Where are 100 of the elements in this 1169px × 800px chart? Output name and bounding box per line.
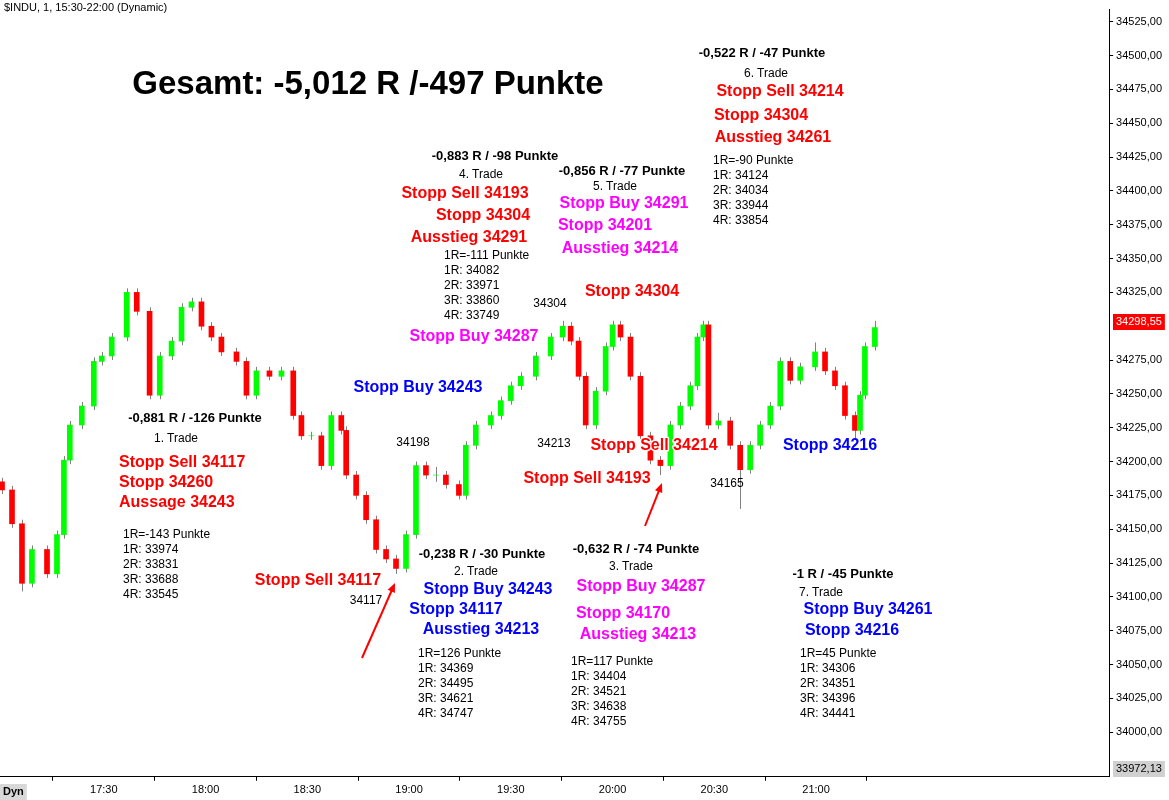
y-tick-label: 34475,00 bbox=[1116, 82, 1163, 95]
annotation: Stopp 34216 bbox=[782, 436, 878, 454]
candlestick bbox=[677, 401, 684, 430]
candlestick bbox=[822, 347, 828, 376]
y-tick-label: 34450,00 bbox=[1116, 116, 1163, 129]
y-tick-label: 34100,00 bbox=[1116, 589, 1163, 602]
annotation: Stopp Buy 34287 bbox=[409, 327, 539, 345]
annotation: 34198 bbox=[396, 435, 431, 450]
annotation: -0,856 R / -77 Punkte bbox=[558, 162, 686, 178]
annotation: -0,881 R / -126 Punkte bbox=[128, 409, 262, 425]
candlestick bbox=[108, 332, 115, 361]
y-tick-label: 34400,00 bbox=[1116, 183, 1163, 196]
candlestick bbox=[787, 356, 794, 385]
annotation: Stopp 34201 bbox=[557, 216, 653, 234]
annotation: 34304 bbox=[533, 296, 568, 311]
annotation: Stopp Sell 34214 bbox=[716, 82, 844, 100]
y-tick-label: 34150,00 bbox=[1116, 522, 1163, 535]
y-tick-label: 34200,00 bbox=[1116, 454, 1163, 467]
annotation: -0,883 R / -98 Punkte bbox=[431, 147, 559, 163]
annotation: 1R=-90 Punkte 1R: 34124 2R: 34034 3R: 33944 4R: 33854 bbox=[713, 153, 794, 228]
annotation: 1R=126 Punkte 1R: 34369 2R: 34495 3R: 34621 4R: 34747 bbox=[418, 646, 502, 721]
annotation: 34117 bbox=[349, 593, 383, 608]
x-tick-label: 20:00 bbox=[598, 783, 627, 796]
x-tick-label: 18:30 bbox=[293, 783, 322, 796]
annotation: Stopp Buy 34287 bbox=[576, 577, 706, 595]
candlestick bbox=[797, 362, 804, 385]
y-tick-label: 34375,00 bbox=[1116, 217, 1163, 230]
annotation: Ausstieg 34213 bbox=[579, 625, 697, 643]
annotation: -1 R / -45 Punkte bbox=[792, 565, 894, 581]
y-tick-label: 34225,00 bbox=[1116, 420, 1163, 433]
text: 33972,13 bbox=[1116, 762, 1162, 775]
annotation: 2. Trade bbox=[453, 564, 499, 579]
x-tick-label: 19:30 bbox=[497, 783, 525, 796]
x-tick-label: 19:00 bbox=[395, 783, 423, 796]
y-tick-label: 34525,00 bbox=[1116, 14, 1163, 27]
annotation: Stopp 34304 bbox=[435, 206, 531, 224]
annotation: Stopp Sell 34117 bbox=[119, 453, 246, 471]
chart-title: $INDU, 1, 15:30-22:00 (Dynamic) bbox=[4, 1, 168, 14]
annotation: Stopp Buy 34243 bbox=[353, 378, 483, 396]
y-tick-label: 34275,00 bbox=[1116, 353, 1163, 366]
annotation: 34165 bbox=[710, 476, 745, 491]
annotation: -0,238 R / -30 Punkte bbox=[418, 545, 546, 561]
text: 34298,55 bbox=[1116, 315, 1162, 328]
candlestick bbox=[498, 396, 504, 421]
annotation: 1R=-143 Punkte 1R: 33974 2R: 33831 3R: 33688 4R: 33545 bbox=[123, 527, 211, 602]
candlestick bbox=[547, 332, 554, 361]
annotation: 34213 bbox=[537, 436, 572, 451]
candlestick bbox=[533, 351, 539, 381]
annotation: Stopp 34216 bbox=[804, 621, 900, 639]
annotation: Stopp Buy 34261 bbox=[803, 600, 933, 618]
candlestick bbox=[872, 320, 878, 352]
x-tick-label: 20:30 bbox=[700, 783, 729, 796]
annotation: Stopp Sell 34193 bbox=[523, 469, 651, 487]
y-tick-label: 34250,00 bbox=[1116, 386, 1163, 399]
candlestick bbox=[767, 401, 774, 430]
annotation: Stopp 34304 bbox=[713, 106, 809, 124]
annotation: Gesamt: -5,012 R /-497 Punkte bbox=[132, 64, 604, 102]
annotation: Stopp Sell 34117 bbox=[254, 571, 382, 589]
annotation: 6. Trade bbox=[743, 66, 789, 81]
candlestick bbox=[353, 470, 359, 500]
annotation: Ausstieg 34261 bbox=[714, 128, 832, 146]
y-tick-label: 34325,00 bbox=[1116, 285, 1163, 298]
annotation: Stopp 34304 bbox=[584, 282, 680, 300]
y-tick-label: 34025,00 bbox=[1116, 691, 1163, 704]
y-tick-label: 34075,00 bbox=[1116, 623, 1163, 636]
annotation: Stopp Sell 34193 bbox=[401, 184, 529, 202]
annotation: 3. Trade bbox=[608, 559, 654, 574]
x-tick-label: 21:00 bbox=[802, 783, 830, 796]
candlestick bbox=[78, 401, 85, 430]
annotation: Ausstieg 34214 bbox=[561, 239, 679, 257]
annotation: Ausstieg 34213 bbox=[422, 620, 540, 638]
y-tick-label: 34050,00 bbox=[1116, 657, 1163, 670]
candlestick bbox=[393, 554, 399, 575]
annotation: 1R=117 Punkte 1R: 34404 2R: 34521 3R: 34638 4R: 34755 bbox=[571, 654, 654, 729]
candlestick bbox=[507, 381, 514, 406]
y-tick-label: 34125,00 bbox=[1116, 556, 1163, 569]
annotation: -0,632 R / -74 Punkte bbox=[572, 540, 700, 556]
annotation: 1. Trade bbox=[153, 431, 199, 446]
x-tick-label: 18:00 bbox=[191, 783, 220, 796]
annotation: 1R=-111 Punkte 1R: 34082 2R: 33971 3R: 33860 4R: 33749 bbox=[444, 248, 530, 323]
y-tick-label: 34175,00 bbox=[1116, 488, 1163, 501]
y-tick-label: 34425,00 bbox=[1116, 150, 1163, 163]
annotation: Stopp 34117 bbox=[409, 600, 503, 618]
annotation: -0,522 R / -47 Punkte bbox=[698, 44, 826, 60]
annotation: Aussage 34243 bbox=[119, 493, 235, 511]
candlestick bbox=[687, 381, 694, 411]
y-tick-label: 34500,00 bbox=[1116, 48, 1163, 61]
candlestick bbox=[472, 420, 479, 450]
candlestick bbox=[133, 287, 140, 316]
candlestick bbox=[832, 366, 838, 391]
annotation: Stopp 34170 bbox=[575, 604, 671, 622]
annotation: 4. Trade bbox=[458, 167, 504, 182]
annotation: 7. Trade bbox=[798, 585, 844, 600]
candlestick bbox=[456, 479, 462, 500]
y-tick-label: 34350,00 bbox=[1116, 251, 1163, 264]
annotation: Stopp Buy 34291 bbox=[559, 194, 689, 212]
candlestick bbox=[812, 341, 818, 372]
annotation: Ausstieg 34291 bbox=[410, 228, 528, 246]
x-tick-label: 17:30 bbox=[90, 783, 118, 796]
candlestick bbox=[757, 420, 763, 450]
